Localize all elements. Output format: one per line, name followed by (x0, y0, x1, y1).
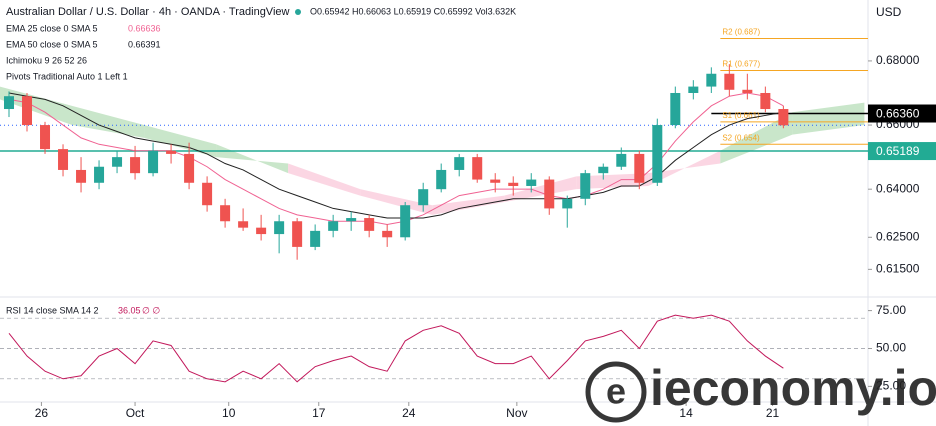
y-tick-label: 0.64000 (876, 181, 920, 195)
legend-ema50: EMA 50 close 0 SMA 5 (6, 39, 98, 49)
candle-body (76, 169, 87, 183)
x-tick-label: 21 (766, 406, 780, 420)
price-label-bg (868, 104, 936, 123)
candle-body (418, 189, 429, 206)
candle-body (58, 149, 69, 170)
legend-pivots: Pivots Traditional Auto 1 Left 1 (6, 71, 128, 81)
x-tick-label: 14 (679, 406, 693, 420)
candle-body (508, 182, 519, 186)
candle-body (184, 153, 195, 183)
candle-body (130, 157, 141, 174)
pivot-label: S1 (0.661) (722, 111, 760, 120)
candle-body (112, 157, 123, 167)
rsi-tick-label: 75.00 (876, 303, 906, 317)
x-tick-label: 26 (35, 406, 49, 420)
candle-body (94, 166, 105, 183)
candle-body (778, 109, 789, 126)
ichimoku-cloud (648, 150, 721, 186)
watermark-logo (585, 361, 647, 423)
candle-body (526, 179, 537, 186)
candle-body (328, 221, 339, 231)
candle-body (760, 92, 771, 110)
x-tick-label: 10 (222, 406, 236, 420)
candle-body (688, 86, 699, 93)
rsi-tick-label: 50.00 (876, 341, 906, 355)
candle-body (382, 230, 393, 238)
ichimoku-cloud (792, 102, 865, 135)
ichimoku-cloud (360, 189, 433, 215)
candle-body (616, 153, 627, 167)
candle-body (4, 96, 15, 110)
ichimoku-cloud (576, 173, 649, 190)
candle-body (634, 153, 645, 183)
candle-body (274, 221, 285, 235)
candle-body (436, 169, 447, 190)
candle-body (346, 218, 357, 222)
candle-body (706, 73, 717, 87)
candle-body (724, 73, 735, 90)
candle-body (22, 96, 33, 126)
x-tick-label: Nov (506, 406, 527, 420)
ichimoku-cloud (144, 125, 217, 158)
candle-body (652, 125, 663, 183)
candle-body (544, 179, 555, 209)
y-tick-label: 0.68000 (876, 53, 920, 67)
candle-body (292, 221, 303, 247)
x-tick-label: 24 (402, 406, 416, 420)
legend-rsi: RSI 14 close SMA 14 2 (6, 305, 99, 315)
rsi-tick-label: 25.00 (876, 379, 906, 393)
legend-ichimoku: Ichimoku 9 26 52 26 (6, 55, 87, 65)
candle-body (742, 89, 753, 93)
currency[interactable]: USD (876, 5, 902, 19)
candle-body (490, 179, 501, 183)
legend-ema25: EMA 25 close 0 SMA 5 (6, 23, 98, 33)
status-dot (295, 9, 301, 15)
candle-body (256, 227, 267, 235)
candle-body (202, 182, 213, 206)
rsi-line (8, 314, 784, 383)
candle-body (220, 205, 231, 222)
price-label-bg (868, 142, 936, 161)
legend-ema50-value: 0.66391 (128, 39, 161, 49)
ichimoku-cloud (504, 176, 577, 203)
pivot-label: S2 (0.654) (722, 133, 760, 142)
x-tick-label: 17 (312, 406, 326, 420)
watermark: e ieconomy.io (585, 360, 936, 423)
candle-body (166, 150, 177, 154)
ichimoku-cloud (72, 105, 145, 138)
legend-rsi-value: 36.05 (118, 305, 141, 315)
watermark-text: ieconomy.io (650, 360, 936, 416)
candle-body (40, 125, 51, 150)
candle-body (598, 166, 609, 174)
y-tick-label: 0.61500 (876, 262, 920, 276)
candle-body (580, 173, 591, 199)
candle-body (562, 198, 573, 209)
ichimoku-cloud (288, 163, 361, 196)
candle-body (364, 218, 375, 231)
ichimoku-cloud (432, 195, 505, 215)
x-tick-label: Oct (126, 406, 145, 420)
candle-body (670, 92, 681, 126)
watermark-logo-e: e (606, 371, 626, 412)
ichimoku-cloud (0, 86, 73, 126)
candle-body (400, 205, 411, 238)
pivot-label: R2 (0.687) (722, 28, 760, 37)
candle-body (454, 157, 465, 170)
pivot-label: R1 (0.677) (722, 60, 760, 69)
legend-rsi-extra: ∅ ∅ (142, 305, 160, 315)
legend-ema25-value: 0.66636 (128, 23, 161, 33)
price-label: 0.66360 (876, 107, 920, 121)
chart-title: Australian Dollar / U.S. Dollar · 4h · O… (6, 6, 290, 18)
candle-body (310, 230, 321, 247)
candle-body (238, 221, 249, 228)
price-label: 0.65189 (876, 144, 920, 158)
ohlc-legend: O0.65942 H0.66063 L0.65919 C0.65992 Vol3… (310, 6, 516, 16)
candle-body (472, 157, 483, 180)
y-tick-label: 0.62500 (876, 229, 920, 243)
candle-body (148, 150, 159, 174)
